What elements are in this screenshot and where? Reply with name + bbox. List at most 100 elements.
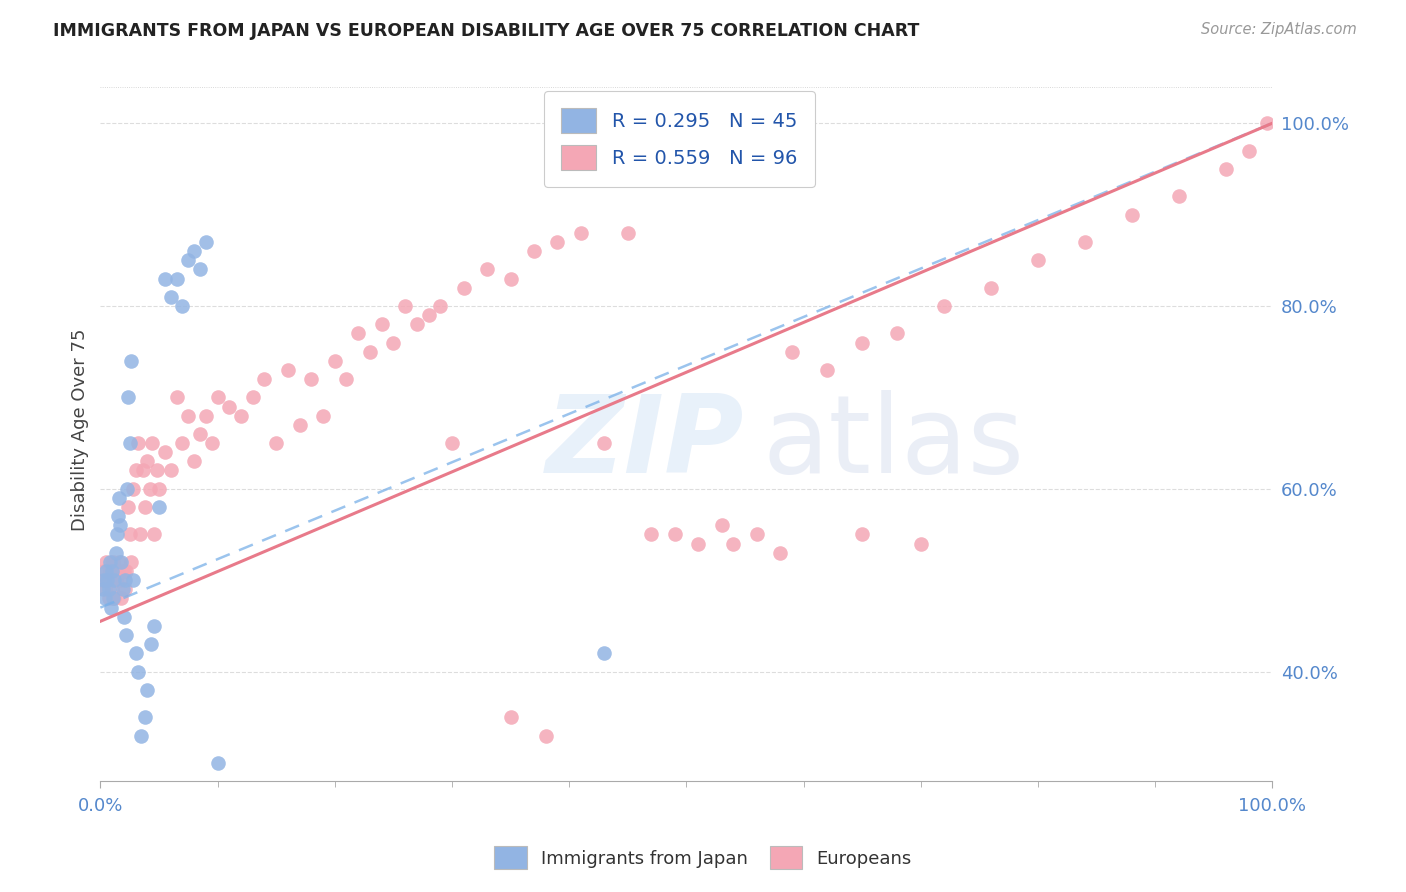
Point: [207, 390, 229, 404]
Point: [117, 390, 139, 404]
Point: [166, 390, 188, 404]
Point: [114, 573, 136, 587]
Point: [851, 335, 873, 350]
Point: [188, 426, 211, 441]
Point: [91, 573, 114, 587]
Point: [499, 271, 522, 285]
Point: [418, 308, 440, 322]
Point: [177, 253, 200, 268]
Point: [159, 290, 181, 304]
Point: [112, 609, 135, 624]
Point: [288, 417, 311, 432]
Point: [94, 591, 117, 606]
Point: [108, 555, 131, 569]
Point: [207, 756, 229, 770]
Point: [114, 582, 136, 597]
Point: [122, 573, 145, 587]
Point: [569, 226, 592, 240]
Point: [523, 244, 546, 259]
Point: [688, 536, 710, 550]
Point: [110, 591, 132, 606]
Point: [1026, 253, 1049, 268]
Point: [201, 436, 224, 450]
Point: [145, 463, 167, 477]
Point: [98, 564, 121, 578]
Legend: Immigrants from Japan, Europeans: Immigrants from Japan, Europeans: [485, 838, 921, 879]
Point: [499, 710, 522, 724]
Point: [141, 436, 163, 450]
Point: [769, 546, 792, 560]
Point: [429, 299, 451, 313]
Point: [394, 299, 416, 313]
Point: [886, 326, 908, 341]
Point: [100, 573, 122, 587]
Point: [117, 500, 139, 514]
Point: [143, 619, 166, 633]
Point: [93, 564, 115, 578]
Text: ZIP: ZIP: [546, 391, 744, 497]
Point: [129, 527, 152, 541]
Point: [183, 244, 205, 259]
Point: [405, 317, 427, 331]
Point: [134, 500, 156, 514]
Point: [111, 582, 134, 597]
Point: [172, 436, 194, 450]
Point: [101, 564, 124, 578]
Point: [131, 463, 153, 477]
Point: [97, 582, 120, 597]
Point: [110, 573, 132, 587]
Point: [118, 436, 141, 450]
Point: [127, 665, 149, 679]
Point: [172, 299, 194, 313]
Point: [115, 628, 138, 642]
Point: [108, 491, 131, 505]
Point: [323, 353, 346, 368]
Point: [980, 281, 1002, 295]
Point: [253, 372, 276, 386]
Point: [264, 436, 287, 450]
Point: [122, 482, 145, 496]
Point: [1121, 208, 1143, 222]
Point: [347, 326, 370, 341]
Text: IMMIGRANTS FROM JAPAN VS EUROPEAN DISABILITY AGE OVER 75 CORRELATION CHART: IMMIGRANTS FROM JAPAN VS EUROPEAN DISABI…: [53, 22, 920, 40]
Point: [780, 344, 803, 359]
Point: [96, 555, 118, 569]
Legend: R = 0.295   N = 45, R = 0.559   N = 96: R = 0.295 N = 45, R = 0.559 N = 96: [544, 91, 814, 187]
Point: [194, 235, 217, 249]
Point: [1256, 116, 1278, 130]
Point: [131, 729, 153, 743]
Point: [97, 591, 120, 606]
Text: Source: ZipAtlas.com: Source: ZipAtlas.com: [1201, 22, 1357, 37]
Point: [153, 445, 176, 459]
Point: [107, 564, 129, 578]
Point: [534, 729, 557, 743]
Point: [229, 409, 252, 423]
Point: [593, 436, 616, 450]
Point: [547, 235, 569, 249]
Point: [105, 527, 128, 541]
Point: [104, 546, 127, 560]
Point: [745, 527, 768, 541]
Point: [1074, 235, 1097, 249]
Point: [103, 591, 125, 606]
Point: [120, 555, 142, 569]
Point: [96, 564, 118, 578]
Point: [359, 344, 381, 359]
Point: [138, 482, 160, 496]
Point: [183, 454, 205, 468]
Point: [93, 573, 115, 587]
Point: [98, 555, 121, 569]
Point: [110, 555, 132, 569]
Point: [1167, 189, 1189, 203]
Point: [1237, 144, 1260, 158]
Point: [127, 436, 149, 450]
Point: [166, 271, 188, 285]
Point: [617, 226, 640, 240]
Point: [453, 281, 475, 295]
Point: [139, 637, 162, 651]
Point: [91, 582, 114, 597]
Y-axis label: Disability Age Over 75: Disability Age Over 75: [72, 328, 89, 531]
Point: [177, 409, 200, 423]
Point: [136, 454, 159, 468]
Point: [118, 527, 141, 541]
